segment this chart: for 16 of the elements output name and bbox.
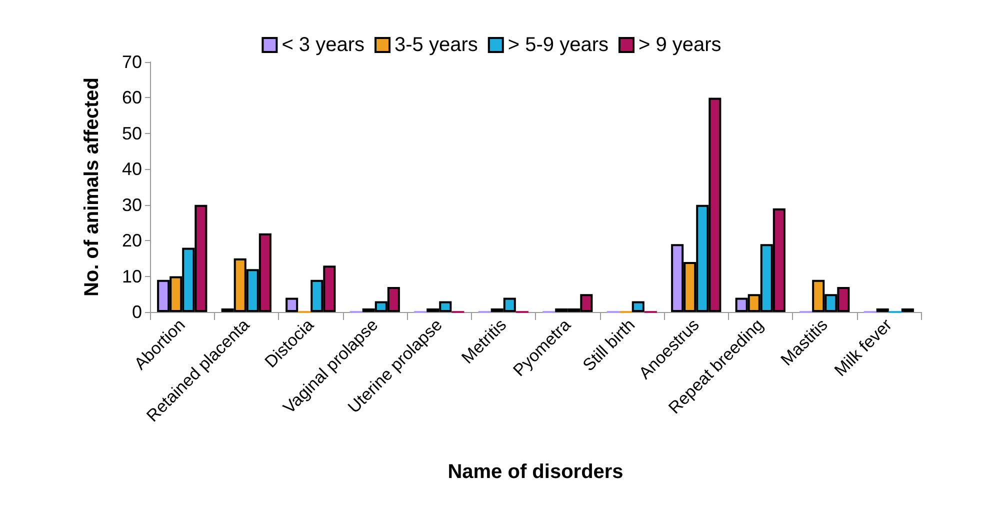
x-axis-title: Name of disorders	[448, 461, 624, 483]
y-tick-label: 50	[122, 123, 142, 144]
legend-label: 3-5 years	[394, 34, 478, 56]
y-tick-label: 20	[122, 230, 142, 251]
y-tick-label: 40	[122, 159, 142, 180]
bar	[632, 301, 644, 312]
legend-label: < 3 years	[282, 34, 365, 56]
y-tick-label: 30	[122, 194, 142, 215]
x-tick-label: Still birth	[579, 315, 639, 375]
y-tick-label: 60	[122, 88, 142, 108]
y-tick-label: 0	[132, 302, 142, 322]
legend-label: > 5-9 years	[508, 34, 608, 56]
y-tick-label: 10	[122, 266, 142, 286]
y-axis-title: No. of animals affected	[81, 78, 103, 296]
y-tick-label: 70	[122, 52, 142, 72]
legend-label: > 9 years	[638, 34, 722, 56]
